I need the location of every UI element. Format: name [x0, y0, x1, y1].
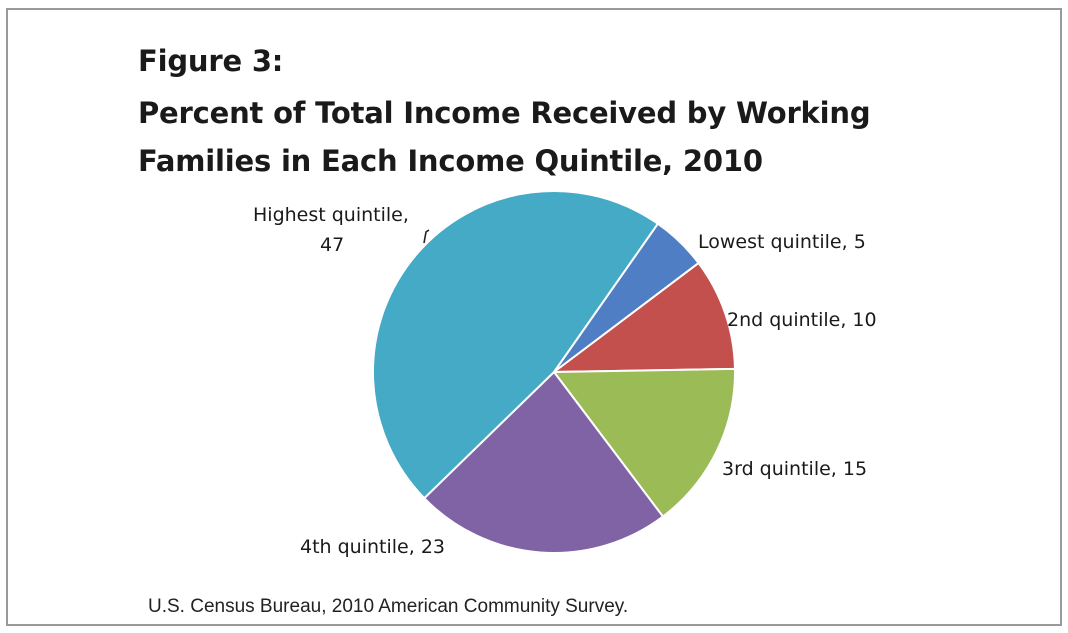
pie-slices [372, 189, 736, 554]
figure-number: Figure 3: [138, 44, 284, 78]
highest-quintile-leader-line [423, 229, 430, 244]
pie-slice-4th-quintile [422, 370, 665, 554]
pie-slice-3rd-quintile [552, 367, 736, 518]
label-4th-quintile: 4th quintile, 23 [300, 536, 445, 558]
label-highest-quintile-name: Highest quintile, [253, 204, 409, 226]
source-note: U.S. Census Bureau, 2010 American Commun… [148, 596, 629, 617]
label-2nd-quintile: 2nd quintile, 10 [727, 309, 877, 331]
pie-slice-2nd-quintile [550, 261, 736, 374]
slice-labels: Lowest quintile, 5 2nd quintile, 10 3rd … [253, 204, 877, 558]
label-lowest-quintile: Lowest quintile, 5 [698, 231, 866, 253]
pie-slice-highest-quintile [372, 189, 660, 500]
label-highest-quintile-value: 47 [320, 234, 344, 256]
chart-title-line-1: Percent of Total Income Received by Work… [138, 96, 871, 130]
label-3rd-quintile: 3rd quintile, 15 [722, 458, 867, 480]
chart-title-line-2: Families in Each Income Quintile, 2010 [138, 144, 763, 178]
